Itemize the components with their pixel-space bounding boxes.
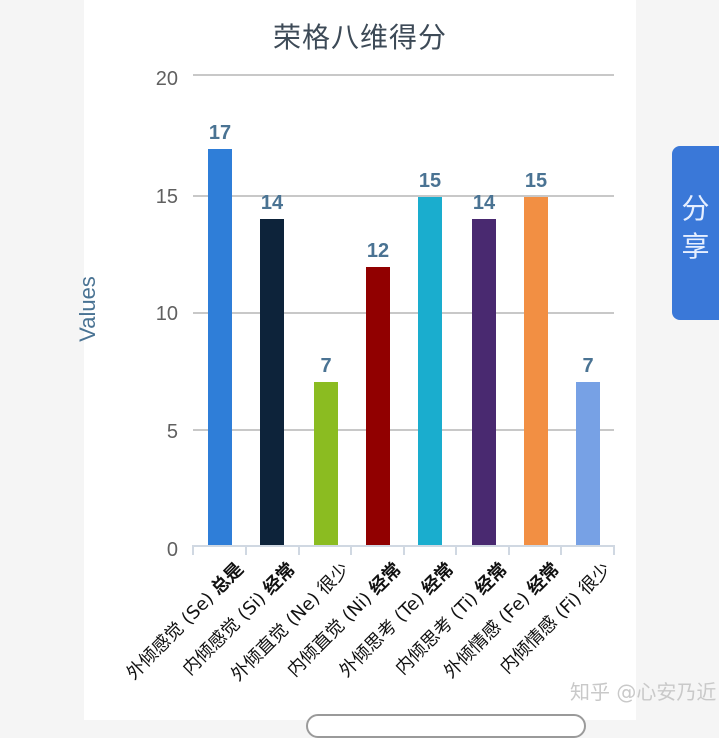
bar-si[interactable] bbox=[260, 219, 284, 545]
y-tick-0: 0 bbox=[166, 539, 178, 561]
bar-fi[interactable] bbox=[576, 382, 600, 545]
bar-value-label: 17 bbox=[208, 122, 232, 144]
gridline-10 bbox=[193, 312, 614, 314]
y-tick-20: 20 bbox=[155, 68, 178, 90]
bar-te[interactable] bbox=[418, 197, 442, 545]
y-axis-label: Values bbox=[75, 276, 100, 342]
watermark: 知乎 @心安乃近 bbox=[570, 680, 717, 704]
bar-ne[interactable] bbox=[314, 382, 338, 545]
bar-value-label: 7 bbox=[582, 355, 594, 377]
chart-title: 荣格八维得分 bbox=[272, 21, 447, 54]
gridline-15 bbox=[193, 195, 614, 197]
x-tick-mark bbox=[245, 545, 247, 555]
gridline-20 bbox=[193, 74, 614, 76]
bar-value-label: 14 bbox=[472, 192, 496, 214]
bar-fe[interactable] bbox=[524, 197, 548, 545]
bar-ni[interactable] bbox=[366, 267, 390, 545]
bar-value-label: 15 bbox=[524, 170, 548, 192]
bar-value-label: 12 bbox=[366, 240, 390, 262]
x-tick-mark bbox=[192, 545, 194, 555]
share-label-1: 分 bbox=[681, 192, 710, 225]
bar-se[interactable] bbox=[208, 149, 232, 545]
bar-value-label: 14 bbox=[260, 192, 284, 214]
x-tick-mark bbox=[455, 545, 457, 555]
x-tick-mark bbox=[508, 545, 510, 555]
chart-card: 荣格八维得分 Values 20 15 10 5 0 17 14 7 12 15… bbox=[75, 0, 636, 738]
share-label-2: 享 bbox=[681, 230, 710, 263]
bar-value-label: 15 bbox=[418, 170, 442, 192]
y-tick-10: 10 bbox=[155, 303, 178, 325]
x-tick-mark bbox=[298, 545, 300, 555]
bottom-bar-handle[interactable] bbox=[306, 714, 586, 738]
y-tick-15: 15 bbox=[155, 186, 178, 208]
bar-ti[interactable] bbox=[472, 219, 496, 545]
y-tick-5: 5 bbox=[166, 421, 178, 443]
share-button[interactable]: 分 享 bbox=[672, 146, 719, 320]
x-tick-mark bbox=[560, 545, 562, 555]
gridline-5 bbox=[193, 429, 614, 431]
x-tick-mark bbox=[613, 545, 615, 555]
bar-value-label: 7 bbox=[320, 355, 332, 377]
x-tick-mark bbox=[403, 545, 405, 555]
x-tick-mark bbox=[350, 545, 352, 555]
